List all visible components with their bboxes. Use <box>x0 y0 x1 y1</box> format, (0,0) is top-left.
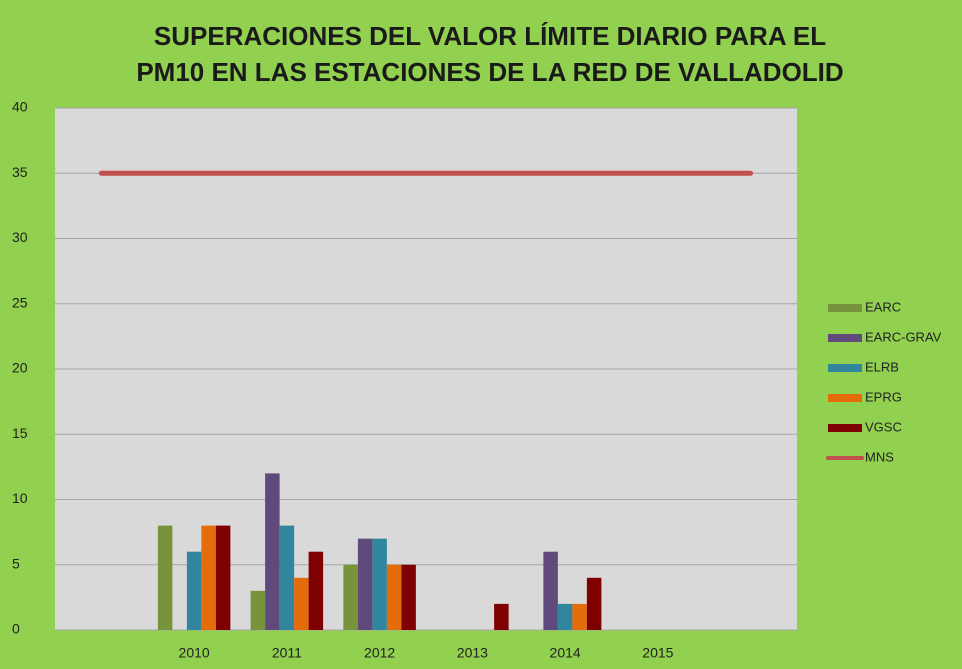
y-tick-label: 15 <box>12 425 28 441</box>
y-tick-label: 10 <box>12 490 28 506</box>
legend-swatch <box>828 394 862 402</box>
y-tick-label: 5 <box>12 555 20 571</box>
legend-swatch <box>828 424 862 432</box>
bar <box>250 590 266 630</box>
x-tick-label: 2010 <box>179 645 210 661</box>
bar <box>586 577 602 630</box>
legend-label: VGSC <box>865 419 902 434</box>
bar <box>265 473 280 630</box>
x-tick-label: 2015 <box>642 645 673 661</box>
chart-title: SUPERACIONES DEL VALOR LÍMITE DIARIO PAR… <box>154 21 826 51</box>
legend-label: EARC-GRAV <box>865 329 942 344</box>
bar <box>357 538 373 630</box>
legend-label: MNS <box>865 449 894 464</box>
bar <box>186 551 202 630</box>
bar <box>157 525 173 630</box>
bar <box>557 603 573 630</box>
legend-label: ELRB <box>865 359 899 374</box>
legend-swatch <box>828 364 862 372</box>
x-tick-label: 2013 <box>457 645 488 661</box>
bar <box>308 551 324 630</box>
y-tick-label: 20 <box>12 360 28 376</box>
bar <box>201 525 216 630</box>
y-tick-label: 25 <box>12 294 28 310</box>
bar <box>372 538 387 630</box>
legend-swatch <box>828 304 862 312</box>
y-tick-label: 35 <box>12 164 28 180</box>
bar <box>343 564 358 630</box>
bar <box>215 525 231 630</box>
bar <box>386 564 402 630</box>
bar <box>279 525 295 630</box>
x-tick-label: 2012 <box>364 645 395 661</box>
bar <box>494 603 509 630</box>
chart-title: PM10 EN LAS ESTACIONES DE LA RED DE VALL… <box>136 57 843 87</box>
legend-label: EPRG <box>865 389 902 404</box>
bar <box>401 564 416 630</box>
y-tick-label: 0 <box>12 621 20 637</box>
legend-swatch <box>828 334 862 342</box>
legend-label: EARC <box>865 299 901 314</box>
x-tick-label: 2014 <box>550 645 581 661</box>
bar <box>572 603 587 630</box>
bar <box>543 551 558 630</box>
y-tick-label: 40 <box>12 99 28 115</box>
bar <box>294 577 309 630</box>
x-tick-label: 2011 <box>272 645 302 661</box>
y-tick-label: 30 <box>12 229 28 245</box>
